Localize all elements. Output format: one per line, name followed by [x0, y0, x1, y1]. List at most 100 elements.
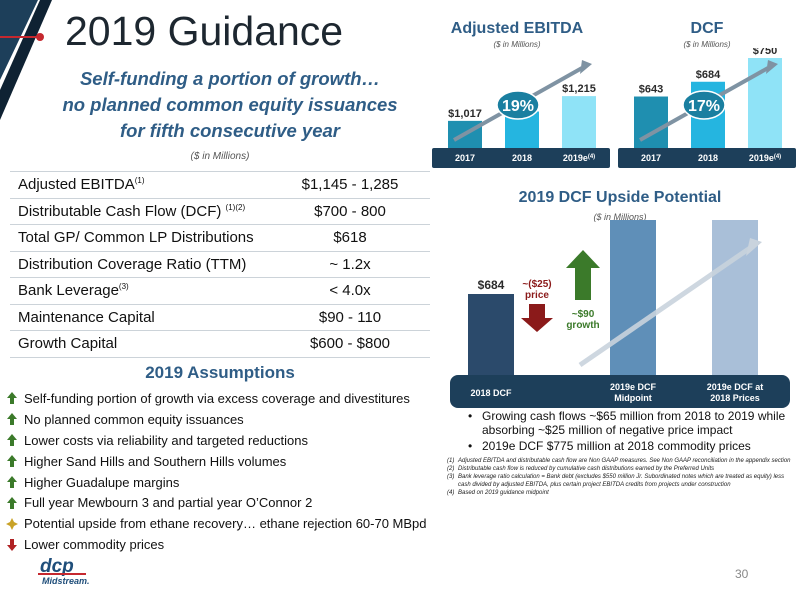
table-row: Distribution Coverage Ratio (TTM) ~ 1.2x [10, 251, 430, 278]
assumption-text: Self-funding portion of growth via exces… [24, 390, 410, 406]
category-label: 2017 [455, 153, 475, 163]
bar [562, 96, 596, 148]
ebitda-chart-title: Adjusted EBITDA [450, 20, 584, 37]
footnote-ref: (4) [774, 154, 781, 160]
bar [748, 58, 782, 148]
bar-value-label: $750 [753, 48, 777, 57]
category-label: 2018 DCF [470, 388, 512, 398]
dcf-chart-units: ($ in Millions) [683, 40, 731, 49]
assumption-item: Potential upside from ethane recovery… e… [5, 513, 445, 534]
page-title: 2019 Guidance [65, 8, 344, 54]
metric-label-text: Maintenance Capital [18, 308, 155, 326]
metric-label: Distributable Cash Flow (DCF) (1)(2) [10, 198, 270, 225]
ebitda-chart-units: ($ in Millions) [493, 40, 541, 49]
category-axis-band [450, 375, 790, 408]
metric-label: Distribution Coverage Ratio (TTM) [10, 251, 270, 278]
table-row: Adjusted EBITDA(1) $1,145 - 1,285 [10, 171, 430, 199]
category-label-line: 2019e DCF [610, 382, 657, 392]
growth-badge [682, 90, 726, 120]
dcf-chart-title: DCF [690, 20, 724, 37]
table-row: Distributable Cash Flow (DCF) (1)(2) $700… [10, 198, 430, 225]
yellow-diamond-icon [5, 517, 18, 531]
metric-label: Growth Capital [10, 330, 270, 358]
metric-label-text: Total GP/ Common LP Distributions [18, 229, 254, 247]
assumption-item: Lower commodity prices [5, 534, 445, 555]
category-label-line: 2019e DCF at [707, 382, 764, 392]
assumption-text: Higher Sand Hills and Southern Hills vol… [24, 453, 287, 469]
assumptions-list: Self-funding portion of growth via exces… [5, 388, 445, 555]
growth-impact-label: growth [566, 320, 599, 331]
metric-label-text: Bank Leverage [18, 282, 119, 300]
assumption-text: Potential upside from ethane recovery… e… [24, 516, 427, 532]
footnote-text: Bank leverage ratio calculation = Bank d… [458, 474, 785, 488]
green-up-arrow-icon [5, 433, 18, 447]
table-row: Growth Capital $600 - $800 [10, 330, 430, 358]
category-label: 2018 [698, 153, 718, 163]
green-up-arrow-icon [5, 391, 18, 405]
metric-value: $618 [270, 224, 430, 252]
assumption-item: Higher Guadalupe margins [5, 472, 445, 493]
upside-trend-arrow [578, 245, 752, 368]
metric-value: $700 - 800 [270, 198, 430, 225]
table-row: Maintenance Capital $90 - 110 [10, 304, 430, 331]
footnote-text: Adjusted EBITDA and distributable cash f… [458, 458, 791, 464]
footnote-number: (2) [447, 466, 455, 472]
red-down-arrow-icon [5, 538, 18, 552]
logo-mark: dcp Midstream. [38, 556, 90, 586]
category-axis-band [432, 148, 610, 168]
upside-chart-title: 2019 DCF Upside Potential [518, 189, 722, 206]
assumption-text: Lower costs via reliability and targeted… [24, 432, 308, 448]
assumption-item: Self-funding portion of growth via exces… [5, 388, 445, 409]
footnote-ref: (3) [118, 282, 129, 292]
dcf-bullet-text: Growing cash flows ~$65 million from 201… [482, 409, 786, 437]
footnote: (1) Adjusted EBITDA and distributable cas… [447, 457, 792, 465]
table-row: Bank Leverage(3) < 4.0x [10, 277, 430, 305]
footnote-ref: (1)(2) [225, 202, 246, 212]
table-units: ($ in Millions) [190, 151, 250, 162]
subtitle-line: Self-funding a portion of growth… [79, 68, 381, 89]
bullet-dot-icon: • [468, 409, 473, 423]
metric-label: Adjusted EBITDA(1) [10, 171, 270, 199]
bar-value-label: $684 [478, 278, 505, 292]
category-axis-band [618, 148, 796, 168]
growth-arrow-head-icon [580, 60, 592, 74]
title-accent-dot [36, 33, 44, 41]
upside-chart-units: ($ in Millions) [593, 212, 647, 222]
price-impact-label: price [525, 290, 549, 301]
footnote-number: (3) [447, 474, 455, 480]
metric-label: Maintenance Capital [10, 304, 270, 331]
metric-label-text: Distribution Coverage Ratio (TTM) [18, 255, 247, 273]
subtitle-line: for fifth consecutive year [119, 120, 340, 141]
bar [634, 96, 668, 148]
assumption-text: Higher Guadalupe margins [24, 474, 180, 490]
metric-label-text: Distributable Cash Flow (DCF) [18, 202, 226, 220]
category-label: 2019e(4) [563, 153, 595, 163]
metric-label: Total GP/ Common LP Distributions [10, 224, 270, 252]
growth-badge [496, 90, 540, 120]
green-up-arrow-icon [5, 454, 18, 468]
footnote: (4) Based on 2019 guidance midpoint [447, 489, 792, 497]
metric-label-text: Growth Capital [18, 335, 118, 353]
footnote-number: (4) [447, 490, 455, 496]
footnote-text: Based on 2019 guidance midpoint [458, 490, 549, 496]
page-subtitle: Self-funding a portion of growth… no pla… [20, 66, 440, 144]
price-impact-label: ~($25) [522, 279, 551, 290]
growth-arrow-head-icon [766, 60, 778, 74]
dcf-bullet-text: 2019e DCF $775 million at 2018 commodity… [482, 439, 751, 453]
metric-value: $600 - $800 [270, 330, 430, 358]
bar [468, 294, 514, 375]
growth-impact-label: ~$90 [572, 309, 595, 320]
metric-label: Bank Leverage(3) [10, 277, 270, 305]
metric-value: $1,145 - 1,285 [270, 171, 430, 199]
assumption-text: Full year Mewbourn 3 and partial year O’… [24, 495, 313, 511]
bar [610, 220, 656, 375]
category-label: 2019e(4) [749, 153, 781, 163]
bar-value-label: $1,017 [448, 108, 482, 120]
bullet-dot-icon: • [468, 439, 473, 453]
dcf-bullet-list: • Growing cash flows ~$65 million from 20… [468, 409, 788, 455]
price-down-arrow-icon [521, 304, 553, 332]
bar-value-label: $1,215 [562, 83, 596, 95]
footnote-text: Distributable cash flow is reduced by cu… [458, 466, 715, 472]
